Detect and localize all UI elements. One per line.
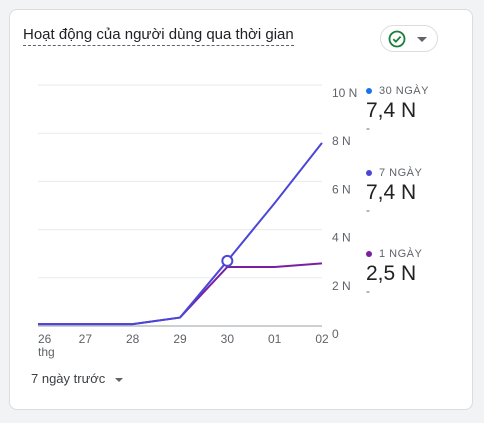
check-circle-icon — [388, 30, 406, 48]
x-tick-label: 27 — [79, 332, 93, 346]
y-tick-label: 6 N — [332, 182, 351, 196]
chart-grid — [38, 84, 322, 327]
legend-label: 1 NGÀY — [366, 248, 422, 260]
date-range-selector[interactable]: 7 ngày trước — [31, 371, 124, 386]
x-tick-label: 01 — [268, 332, 282, 346]
series-dot-icon — [366, 251, 372, 257]
legend-value: 7,4 N — [366, 99, 417, 122]
series-dot-icon — [366, 88, 372, 94]
legend-item: 30 NGÀY 7,4 N- — [366, 85, 429, 135]
hover-marker — [221, 254, 234, 267]
card-title[interactable]: Hoạt động của người dùng qua thời gian — [23, 26, 294, 46]
user-activity-card — [9, 9, 473, 410]
series-line — [38, 262, 323, 326]
legend-label: 30 NGÀY — [366, 85, 429, 97]
y-tick-label: 0 — [332, 327, 339, 341]
data-quality-dropdown[interactable] — [380, 25, 438, 52]
y-tick-label: 2 N — [332, 279, 351, 293]
series-dot-icon — [366, 170, 372, 176]
series-line — [38, 142, 323, 326]
chart-series — [38, 142, 323, 326]
legend-value: 7,4 N — [366, 181, 417, 204]
x-axis-labels: 26 27 28 29 30 01 02 thg — [38, 332, 329, 359]
legend-value: 2,5 N — [366, 262, 417, 285]
x-tick-label: 26 — [38, 332, 52, 346]
legend-item: 1 NGÀY 2,5 N- — [366, 248, 422, 298]
legend-label-text: 30 NGÀY — [379, 85, 429, 97]
legend-change: - — [366, 121, 370, 135]
chevron-down-icon — [115, 377, 124, 382]
y-tick-label: 4 N — [332, 231, 351, 245]
x-tick-label: 30 — [221, 332, 235, 346]
x-tick-label: 02 — [315, 332, 329, 346]
legend-item: 7 NGÀY 7,4 N- — [366, 167, 422, 217]
hover-point — [221, 254, 234, 267]
legend-change: - — [366, 284, 370, 298]
y-tick-label: 8 N — [332, 134, 351, 148]
x-tick-label: 29 — [173, 332, 187, 346]
legend-label: 7 NGÀY — [366, 167, 422, 179]
legend-label-text: 7 NGÀY — [379, 167, 423, 179]
x-tick-sublabel: thg — [38, 345, 55, 359]
legend-change: - — [366, 203, 370, 217]
y-axis-labels: 0 2 N 4 N 6 N 8 N 10 N — [332, 86, 357, 341]
x-tick-label: 28 — [126, 332, 140, 346]
date-range-label: 7 ngày trước — [31, 371, 106, 386]
chevron-down-icon — [417, 37, 427, 42]
legend-label-text: 1 NGÀY — [379, 248, 423, 260]
y-tick-label: 10 N — [332, 86, 357, 100]
